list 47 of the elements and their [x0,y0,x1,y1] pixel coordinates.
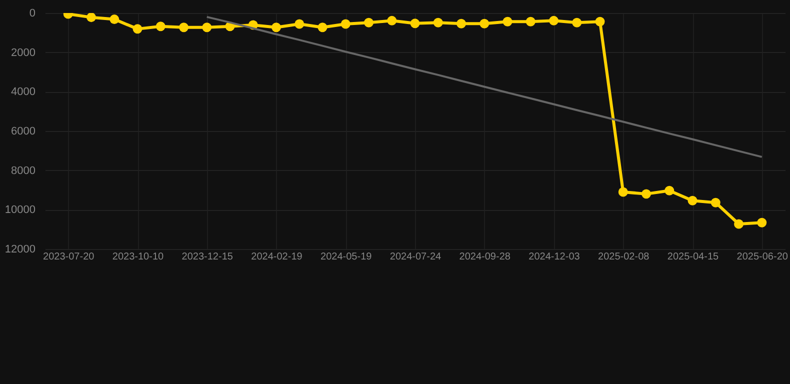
x-tick-label: 2025-06-20 [736,252,788,262]
point [272,22,281,32]
y-tick-label: 8000 [11,164,36,177]
line-series [206,16,763,158]
point [456,18,466,28]
point [618,187,628,197]
point [86,13,96,22]
point [364,18,374,28]
point [595,16,605,26]
y-tick-label: 6000 [11,126,36,138]
point [179,22,188,32]
point [688,196,698,206]
x-tick-label: 2023-10-10 [112,252,164,262]
y-tick-label: 2000 [11,46,36,59]
point [132,24,142,34]
point [318,22,328,32]
y-tick-label: 4000 [11,86,36,98]
x-tick-label: 2024-02-19 [251,252,303,262]
x-tick-label: 2023-07-20 [43,252,95,262]
point [410,18,420,28]
point [710,198,720,208]
x-tick-label: 2024-12-03 [528,252,580,262]
y-tick-label: 10000 [4,204,36,216]
point [433,18,443,28]
y-tick-label: 0 [29,8,36,20]
point [480,18,490,28]
x-tick-label: 2023-12-15 [182,252,234,262]
y-tick-label: 12000 [4,244,36,256]
point [502,16,512,26]
point [664,186,674,196]
point [387,16,397,26]
point [202,22,212,32]
x-tick-label: 2024-09-28 [459,252,511,262]
x-tick-label: 2024-05-19 [320,252,372,262]
x-tick-label: 2025-04-15 [667,252,720,262]
x-tick-label: 2024-07-24 [390,252,442,262]
point [110,14,120,24]
point [757,218,767,228]
point [156,22,166,32]
point [549,16,558,26]
point [572,18,582,28]
x-tick-label: 2025-02-08 [598,252,650,262]
point [526,16,536,26]
point [294,19,304,29]
point [642,189,651,199]
point [734,219,744,229]
point [340,19,350,29]
